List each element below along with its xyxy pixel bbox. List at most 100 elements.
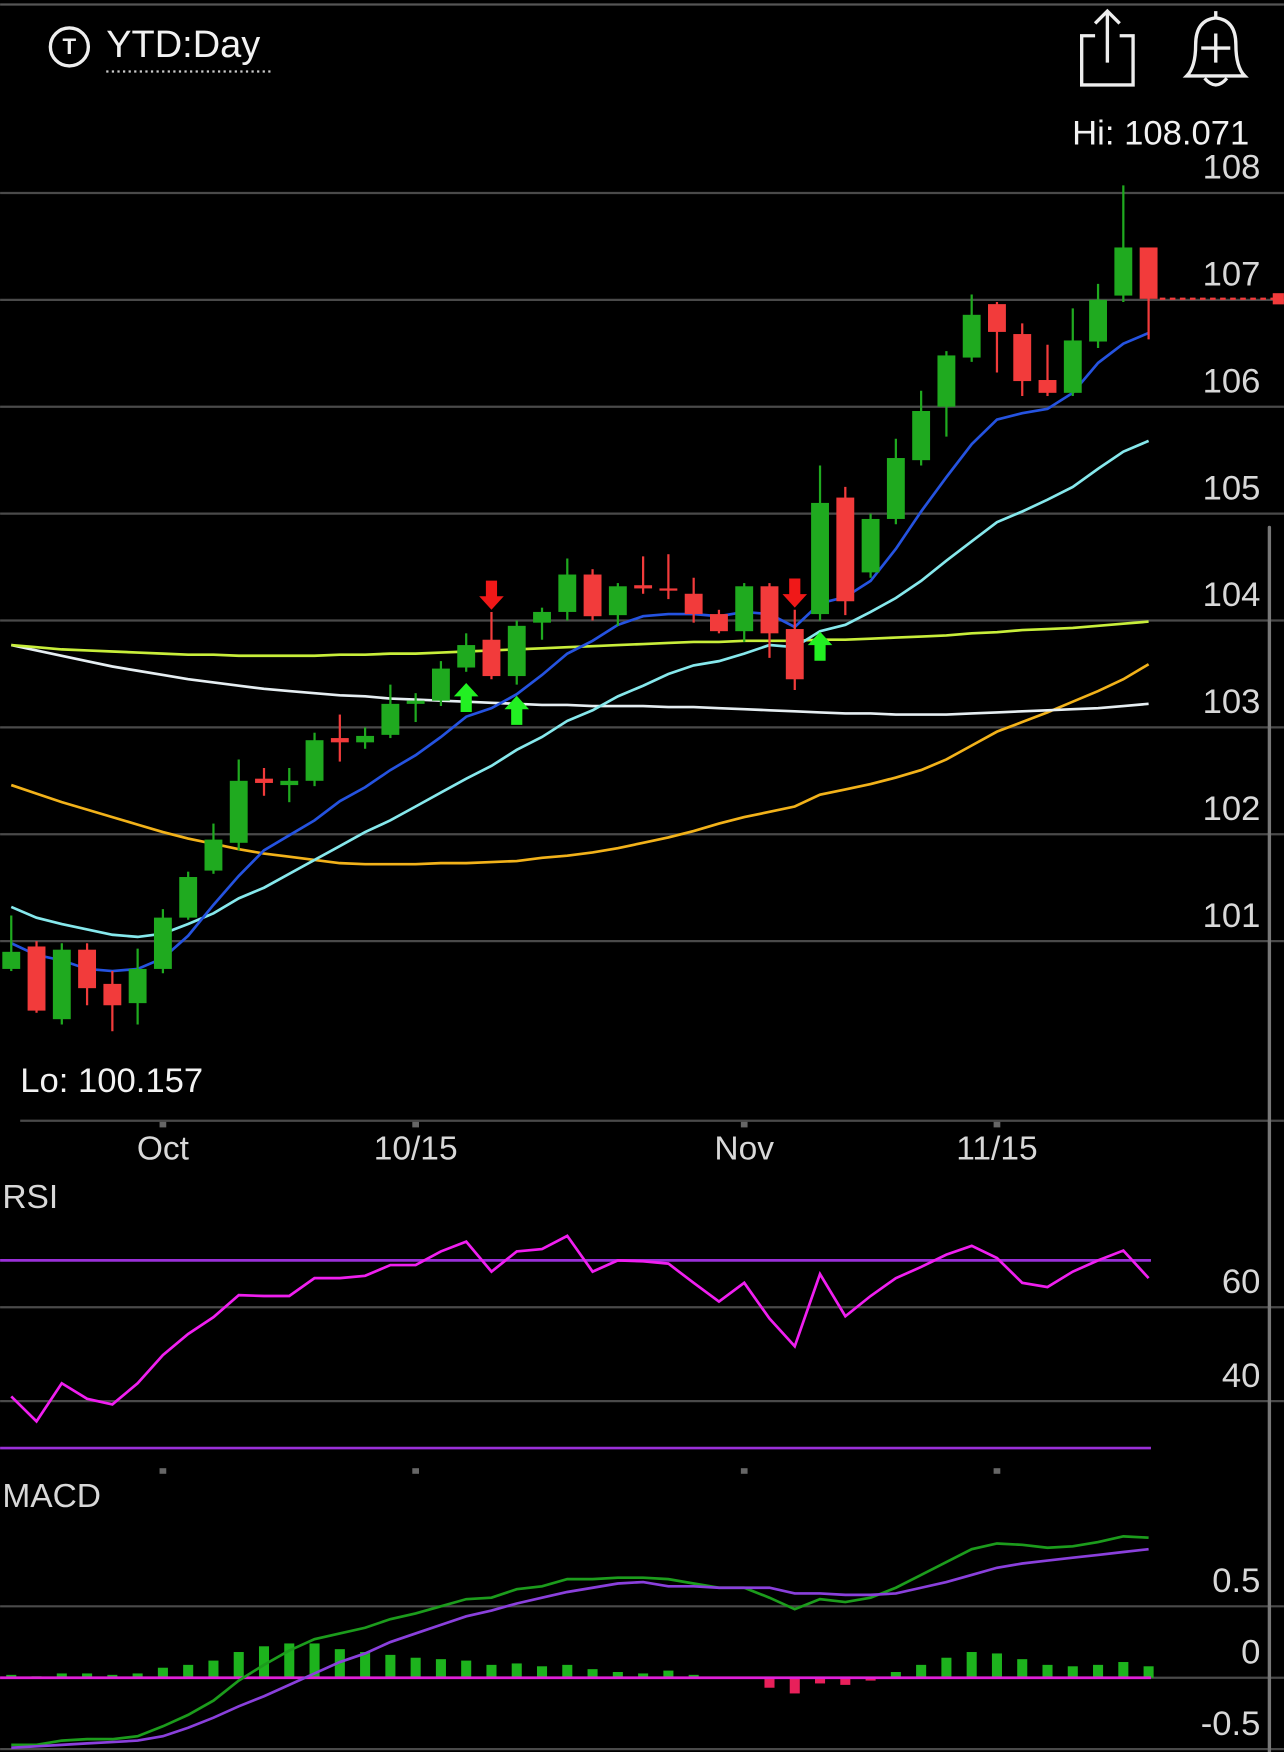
candle-body bbox=[785, 629, 804, 680]
x-tick bbox=[740, 1121, 748, 1128]
candle-body bbox=[659, 588, 678, 591]
moving-average bbox=[10, 643, 1149, 716]
candle-body bbox=[988, 304, 1006, 332]
candle-body bbox=[962, 314, 981, 358]
candle-body bbox=[1063, 340, 1082, 393]
candle-body bbox=[52, 949, 71, 1020]
candle-body bbox=[103, 983, 122, 1006]
y-tick-label: 101 bbox=[1203, 897, 1261, 935]
histogram-bar bbox=[486, 1664, 497, 1678]
histogram-bar bbox=[1067, 1666, 1078, 1678]
x-tick bbox=[993, 1468, 1001, 1474]
x-tick bbox=[412, 1468, 419, 1474]
histogram-bar bbox=[916, 1664, 927, 1678]
candle-body bbox=[634, 585, 653, 589]
candle-body bbox=[78, 949, 97, 989]
candle-body bbox=[1139, 247, 1158, 299]
candle-body bbox=[27, 946, 46, 1011]
x-tick bbox=[993, 1121, 1001, 1128]
share-box bbox=[1080, 34, 1135, 87]
candle-body bbox=[179, 877, 198, 918]
histogram-bar bbox=[663, 1670, 674, 1678]
candle-body bbox=[330, 738, 349, 743]
candle-body bbox=[482, 639, 501, 677]
low-label: Lo: 100.157 bbox=[20, 1062, 203, 1100]
candle-body bbox=[356, 735, 375, 743]
x-tick-label: Nov bbox=[714, 1131, 774, 1168]
sell-signal bbox=[479, 580, 504, 610]
histogram-bar bbox=[865, 1677, 876, 1681]
candle-body bbox=[153, 917, 172, 969]
candle-body bbox=[229, 780, 248, 843]
symbol-icon bbox=[48, 26, 91, 68]
panel-title: MACD bbox=[2, 1478, 101, 1515]
histogram-bar bbox=[638, 1673, 649, 1678]
y-tick-label: 102 bbox=[1203, 790, 1261, 828]
histogram-bar bbox=[1118, 1662, 1129, 1678]
macd-line bbox=[11, 1547, 1149, 1750]
candle-body bbox=[760, 586, 779, 634]
candle-body bbox=[533, 611, 551, 623]
y-tick-label: 0.5 bbox=[1212, 1562, 1260, 1600]
histogram-bar bbox=[461, 1660, 472, 1678]
candle-body bbox=[811, 502, 829, 615]
histogram-bar bbox=[82, 1673, 93, 1678]
histogram-bar bbox=[688, 1674, 699, 1678]
candle-body bbox=[1089, 299, 1107, 342]
y-tick-label: 106 bbox=[1203, 362, 1261, 400]
candle-body bbox=[735, 586, 754, 632]
y-tick-label: 40 bbox=[1222, 1357, 1261, 1395]
candle-body bbox=[710, 614, 728, 632]
histogram-bar bbox=[157, 1667, 168, 1678]
candle-body bbox=[608, 586, 627, 616]
histogram-bar bbox=[1042, 1664, 1053, 1678]
x-tick bbox=[159, 1121, 167, 1128]
histogram-bar bbox=[385, 1654, 396, 1678]
candle-body bbox=[836, 497, 855, 602]
candle-body bbox=[558, 574, 577, 612]
y-tick-label: -0.5 bbox=[1201, 1705, 1261, 1743]
alert-button[interactable] bbox=[1182, 11, 1249, 87]
macd-line bbox=[11, 1535, 1149, 1747]
histogram-bar bbox=[309, 1643, 320, 1678]
buy-signal bbox=[504, 695, 530, 725]
histogram-bar bbox=[764, 1677, 775, 1688]
histogram-bar bbox=[6, 1674, 17, 1678]
histogram-bar bbox=[789, 1677, 800, 1694]
y-tick-label: 60 bbox=[1222, 1263, 1261, 1301]
x-tick-label: 10/15 bbox=[374, 1131, 458, 1168]
candle-body bbox=[1038, 380, 1057, 393]
y-tick-label: 107 bbox=[1203, 256, 1261, 294]
histogram-bar bbox=[410, 1657, 421, 1678]
bell-details bbox=[1201, 11, 1231, 87]
rsi-line bbox=[10, 1234, 1150, 1424]
histogram-bar bbox=[435, 1659, 446, 1678]
candle-body bbox=[128, 968, 147, 1004]
share-button[interactable] bbox=[1080, 8, 1135, 87]
candle-body bbox=[305, 740, 324, 781]
candle-body bbox=[886, 458, 905, 519]
y-tick-label: 108 bbox=[1203, 149, 1261, 187]
candle-body bbox=[912, 411, 931, 461]
share-arrow bbox=[1093, 8, 1121, 63]
histogram-bar bbox=[56, 1673, 67, 1678]
last-price-marker bbox=[1272, 293, 1284, 305]
moving-average bbox=[10, 663, 1150, 866]
moving-average bbox=[10, 331, 1150, 973]
symbol-selector[interactable]: T YTD:Day bbox=[48, 24, 274, 73]
y-tick-label: 0 bbox=[1241, 1633, 1260, 1671]
candle-body bbox=[2, 951, 21, 969]
y-tick-label: 105 bbox=[1203, 469, 1261, 507]
buy-signal bbox=[453, 682, 479, 713]
high-label: Hi: 108.071 bbox=[1072, 114, 1249, 152]
candle-body bbox=[507, 625, 526, 677]
y-tick-label: 104 bbox=[1203, 576, 1261, 614]
histogram-bar bbox=[815, 1677, 826, 1684]
candle-body bbox=[583, 574, 602, 617]
panel-title: RSI bbox=[2, 1179, 58, 1216]
histogram-bar bbox=[991, 1653, 1002, 1678]
x-tick bbox=[159, 1468, 167, 1474]
